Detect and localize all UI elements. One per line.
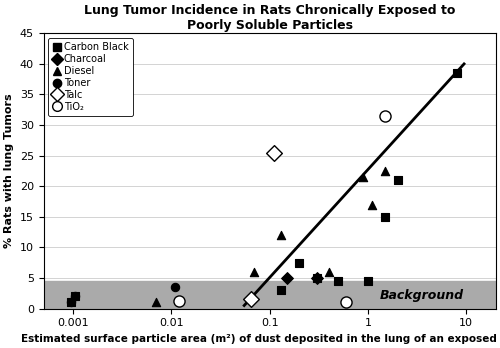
Point: [364, 278, 372, 284]
Point: [67, 300, 75, 305]
Point: [382, 113, 390, 119]
Y-axis label: % Rats with lung Tumors: % Rats with lung Tumors: [4, 94, 14, 248]
Point: [342, 300, 350, 305]
Point: [368, 202, 376, 207]
Point: [248, 296, 256, 302]
Point: [360, 174, 368, 180]
Point: [277, 232, 285, 238]
Point: [152, 300, 160, 305]
Point: [325, 269, 333, 275]
Legend: Carbon Black, Charcoal, Diesel, Toner, Talc, TiO₂: Carbon Black, Charcoal, Diesel, Toner, T…: [48, 38, 132, 116]
Text: Background: Background: [380, 288, 464, 302]
Title: Lung Tumor Incidence in Rats Chronically Exposed to
Poorly Soluble Particles: Lung Tumor Incidence in Rats Chronically…: [84, 4, 456, 32]
Point: [270, 150, 278, 155]
Point: [277, 287, 285, 293]
X-axis label: Estimated surface particle area (m²) of dust deposited in the lung of an exposed: Estimated surface particle area (m²) of …: [22, 334, 500, 344]
Point: [283, 275, 291, 281]
Point: [296, 260, 304, 266]
Point: [250, 269, 258, 275]
Point: [334, 278, 342, 284]
Point: [71, 294, 79, 299]
Point: [67, 300, 75, 305]
Point: [394, 177, 402, 183]
Point: [452, 70, 460, 76]
Bar: [44, 281, 496, 309]
Point: [175, 299, 183, 304]
Point: [312, 275, 320, 281]
Point: [172, 284, 179, 290]
Point: [312, 275, 320, 281]
Point: [71, 294, 79, 299]
Point: [382, 214, 390, 220]
Point: [382, 168, 390, 174]
